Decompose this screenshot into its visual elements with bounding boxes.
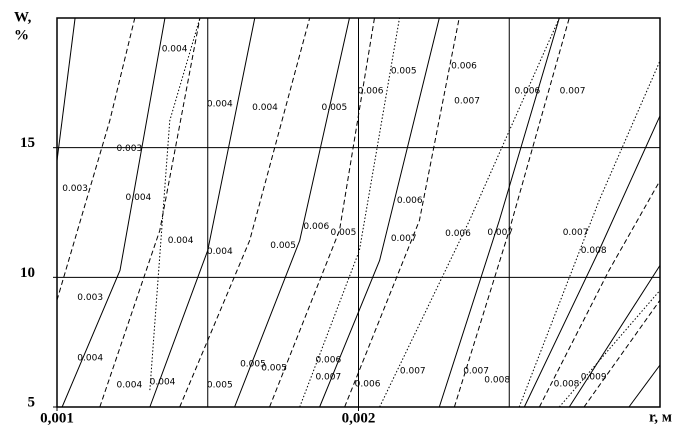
x-tick-label: 0,001 [40,410,74,426]
contour-label: 0.005 [207,380,233,390]
contour-label: 0.007 [560,86,586,96]
contour-label: 0.006 [303,222,329,232]
contour-label: 0.003 [116,144,142,154]
contour-label: 0.004 [77,354,103,364]
y-axis-label: W, [14,9,32,25]
contour-label: 0.007 [463,367,489,377]
contour-label: 0.006 [358,86,384,96]
y-tick-label: 15 [20,135,35,151]
contour-line [628,364,661,408]
contour-line [344,17,460,408]
contour-line [379,17,560,408]
contour-line [234,17,350,408]
contour-label: 0.009 [581,373,607,383]
contour-line [99,17,201,408]
contour-label: 0.006 [451,61,477,71]
contour-label: 0.005 [261,364,287,374]
contour-label: 0.004 [207,99,233,109]
contour-label: 0.004 [162,44,188,54]
y-axis-label: % [14,27,29,43]
contour-label: 0.006 [445,229,471,239]
contour-label: 0.005 [391,66,417,76]
contour-line [538,180,661,408]
x-tick-label: 0,002 [342,410,376,426]
contour-label: 0.006 [355,380,381,390]
contour-label: 0.007 [315,373,341,383]
contour-label: 0.004 [126,193,152,203]
contour-label: 0.006 [514,86,540,96]
y-tick-label: 10 [20,265,35,281]
contour-label: 0.004 [116,380,142,390]
contour-label: 0.005 [270,241,296,251]
contour-label: 0.008 [581,246,607,256]
contour-line [149,17,256,408]
x-axis-label: r, м [649,409,672,425]
contour-label: 0.007 [454,96,480,106]
contour-label: 0.004 [207,247,233,257]
contour-label: 0.007 [487,228,513,238]
contour-label: 0.006 [397,196,423,206]
contour-line [319,17,440,408]
contour-line [518,60,661,408]
contour-label: 0.003 [62,184,88,194]
contour-line [56,17,136,301]
contour-line [149,17,201,391]
contour-label: 0.005 [331,228,357,238]
contour-label: 0.007 [563,228,589,238]
contour-label: 0.004 [252,103,278,113]
contour-label: 0.007 [400,367,426,377]
contour-label: 0.004 [150,378,176,388]
contour-line [61,17,166,408]
contour-label: 0.005 [321,103,347,113]
y-tick-label: 5 [28,394,36,410]
contour-line [558,289,661,408]
contour-label: 0.008 [554,380,580,390]
contour-line [56,17,76,161]
contour-label: 0.003 [77,293,103,303]
contour-line [299,17,400,408]
contour-label: 0.004 [168,236,194,246]
contour-label: 0.007 [391,234,417,244]
contour-label: 0.006 [315,356,341,366]
contour-line [453,17,570,408]
contour-line [583,299,661,408]
contour-line [179,17,311,408]
contour-line [523,115,661,408]
contour-line [568,265,661,408]
contour-label: 0.005 [240,360,266,370]
contour-line [438,17,560,408]
contour-label: 0.008 [484,376,510,386]
